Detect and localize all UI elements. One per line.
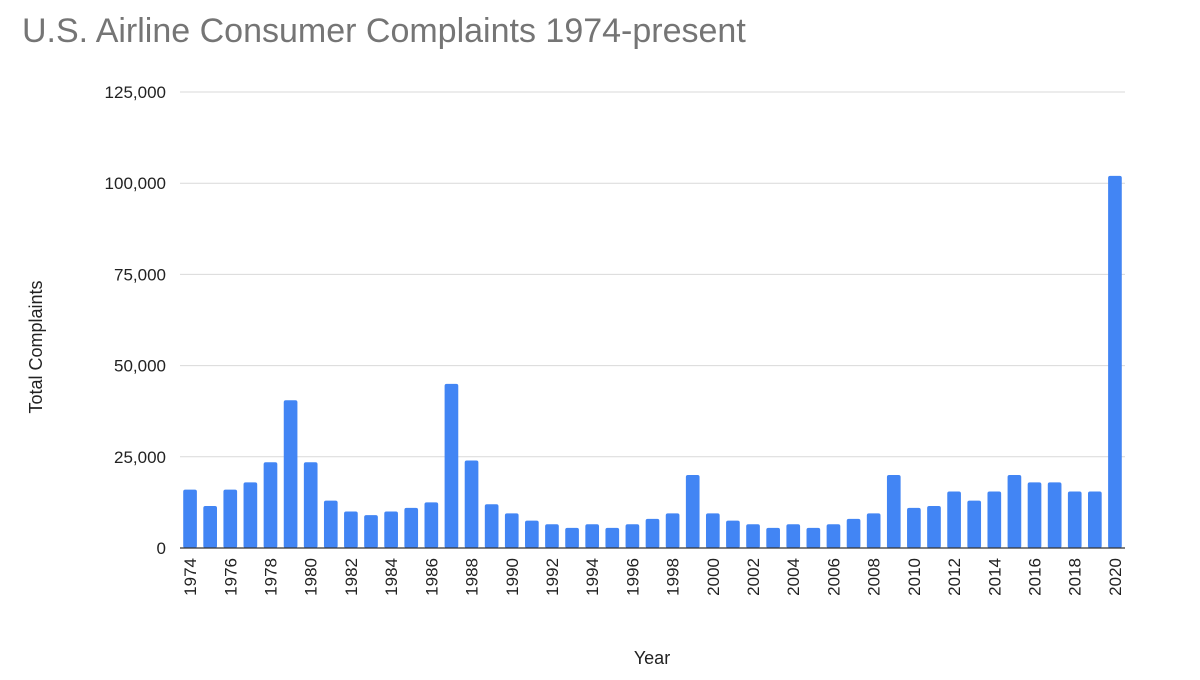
y-tick-label: 100,000 [105,174,166,193]
bar-1997 [645,518,660,548]
bar-2011 [927,506,941,548]
bar-1993 [565,527,579,548]
x-axis-ticks: 1974 1976 1978 1980 1982 1984 1986 1988 1990 1992… [181,558,1125,596]
bar-1980 [303,462,318,548]
bar-1984 [384,511,398,548]
bar-2013 [967,500,982,548]
bar-1983 [364,515,378,548]
bar-2020 [1108,175,1122,549]
bar-1982 [344,511,358,548]
x-tick-label: 2008 [865,558,884,596]
x-tick-label: 2016 [1026,558,1045,596]
bar-2010 [907,507,921,548]
bar-2014 [987,491,1002,548]
x-tick-label: 2004 [784,558,803,596]
x-tick-label: 1980 [302,558,321,596]
x-tick-label: 1982 [342,558,361,596]
x-axis-title: Year [634,648,670,668]
bar-1974 [183,489,197,548]
grid-layer [180,91,1125,458]
y-tick-label: 125,000 [105,83,166,102]
y-tick-label: 0 [157,539,166,558]
bar-2002 [746,524,760,548]
bar-1979 [283,400,298,548]
bar-2015 [1007,475,1022,548]
x-tick-label: 2012 [945,558,964,596]
bar-2004 [786,524,801,548]
bars-layer [183,175,1122,549]
x-tick-label: 2014 [985,558,1004,596]
bar-1999 [685,475,700,548]
bar-1992 [545,524,559,548]
y-tick-label: 50,000 [114,357,166,376]
bar-1986 [424,502,439,548]
bar-2001 [726,520,740,548]
x-tick-label: 2018 [1066,558,1085,596]
y-axis-title: Total Complaints [26,280,46,413]
bar-2012 [947,491,961,548]
bar-1976 [223,489,238,548]
bar-2017 [1047,482,1062,548]
x-tick-label: 1974 [181,558,200,596]
x-tick-label: 1994 [583,558,602,596]
bar-1996 [625,524,640,548]
x-tick-label: 2020 [1106,558,1125,596]
x-tick-label: 1984 [382,558,401,596]
x-tick-label: 2006 [824,558,843,596]
bar-1987 [444,383,459,548]
bar-1989 [484,504,499,548]
bar-2019 [1088,491,1102,548]
x-tick-label: 1978 [261,558,280,596]
y-tick-label: 25,000 [114,448,166,467]
x-tick-label: 1996 [623,558,642,596]
bar-1998 [665,513,680,548]
x-tick-label: 2002 [744,558,763,596]
bar-1991 [525,520,539,548]
x-tick-label: 1992 [543,558,562,596]
bar-1990 [504,513,519,548]
y-tick-label: 75,000 [114,265,166,284]
x-tick-label: 2000 [704,558,723,596]
y-axis-ticks: 0 25,000 50,000 75,000 100,000 125,000 [105,83,166,558]
bar-1988 [464,460,479,548]
bar-2000 [705,513,720,548]
bar-2008 [866,513,881,548]
bar-2006 [826,524,841,548]
x-tick-label: 2010 [905,558,924,596]
bar-1975 [203,506,217,548]
bar-1995 [605,527,620,548]
bar-2009 [886,475,901,548]
bar-2003 [766,527,780,548]
bar-1978 [263,462,278,548]
bar-1985 [404,507,419,548]
bar-1981 [323,500,338,548]
x-tick-label: 1990 [503,558,522,596]
bar-2005 [806,527,821,548]
x-tick-label: 1998 [664,558,683,596]
bar-2016 [1027,482,1042,548]
bar-1994 [585,524,600,548]
x-tick-label: 1976 [221,558,240,596]
chart-title: U.S. Airline Consumer Complaints 1974-pr… [22,12,746,50]
x-tick-label: 1988 [463,558,482,596]
x-tick-label: 1986 [422,558,441,596]
bar-1977 [243,482,258,548]
bar-2018 [1067,491,1082,548]
bar-2007 [846,518,861,548]
